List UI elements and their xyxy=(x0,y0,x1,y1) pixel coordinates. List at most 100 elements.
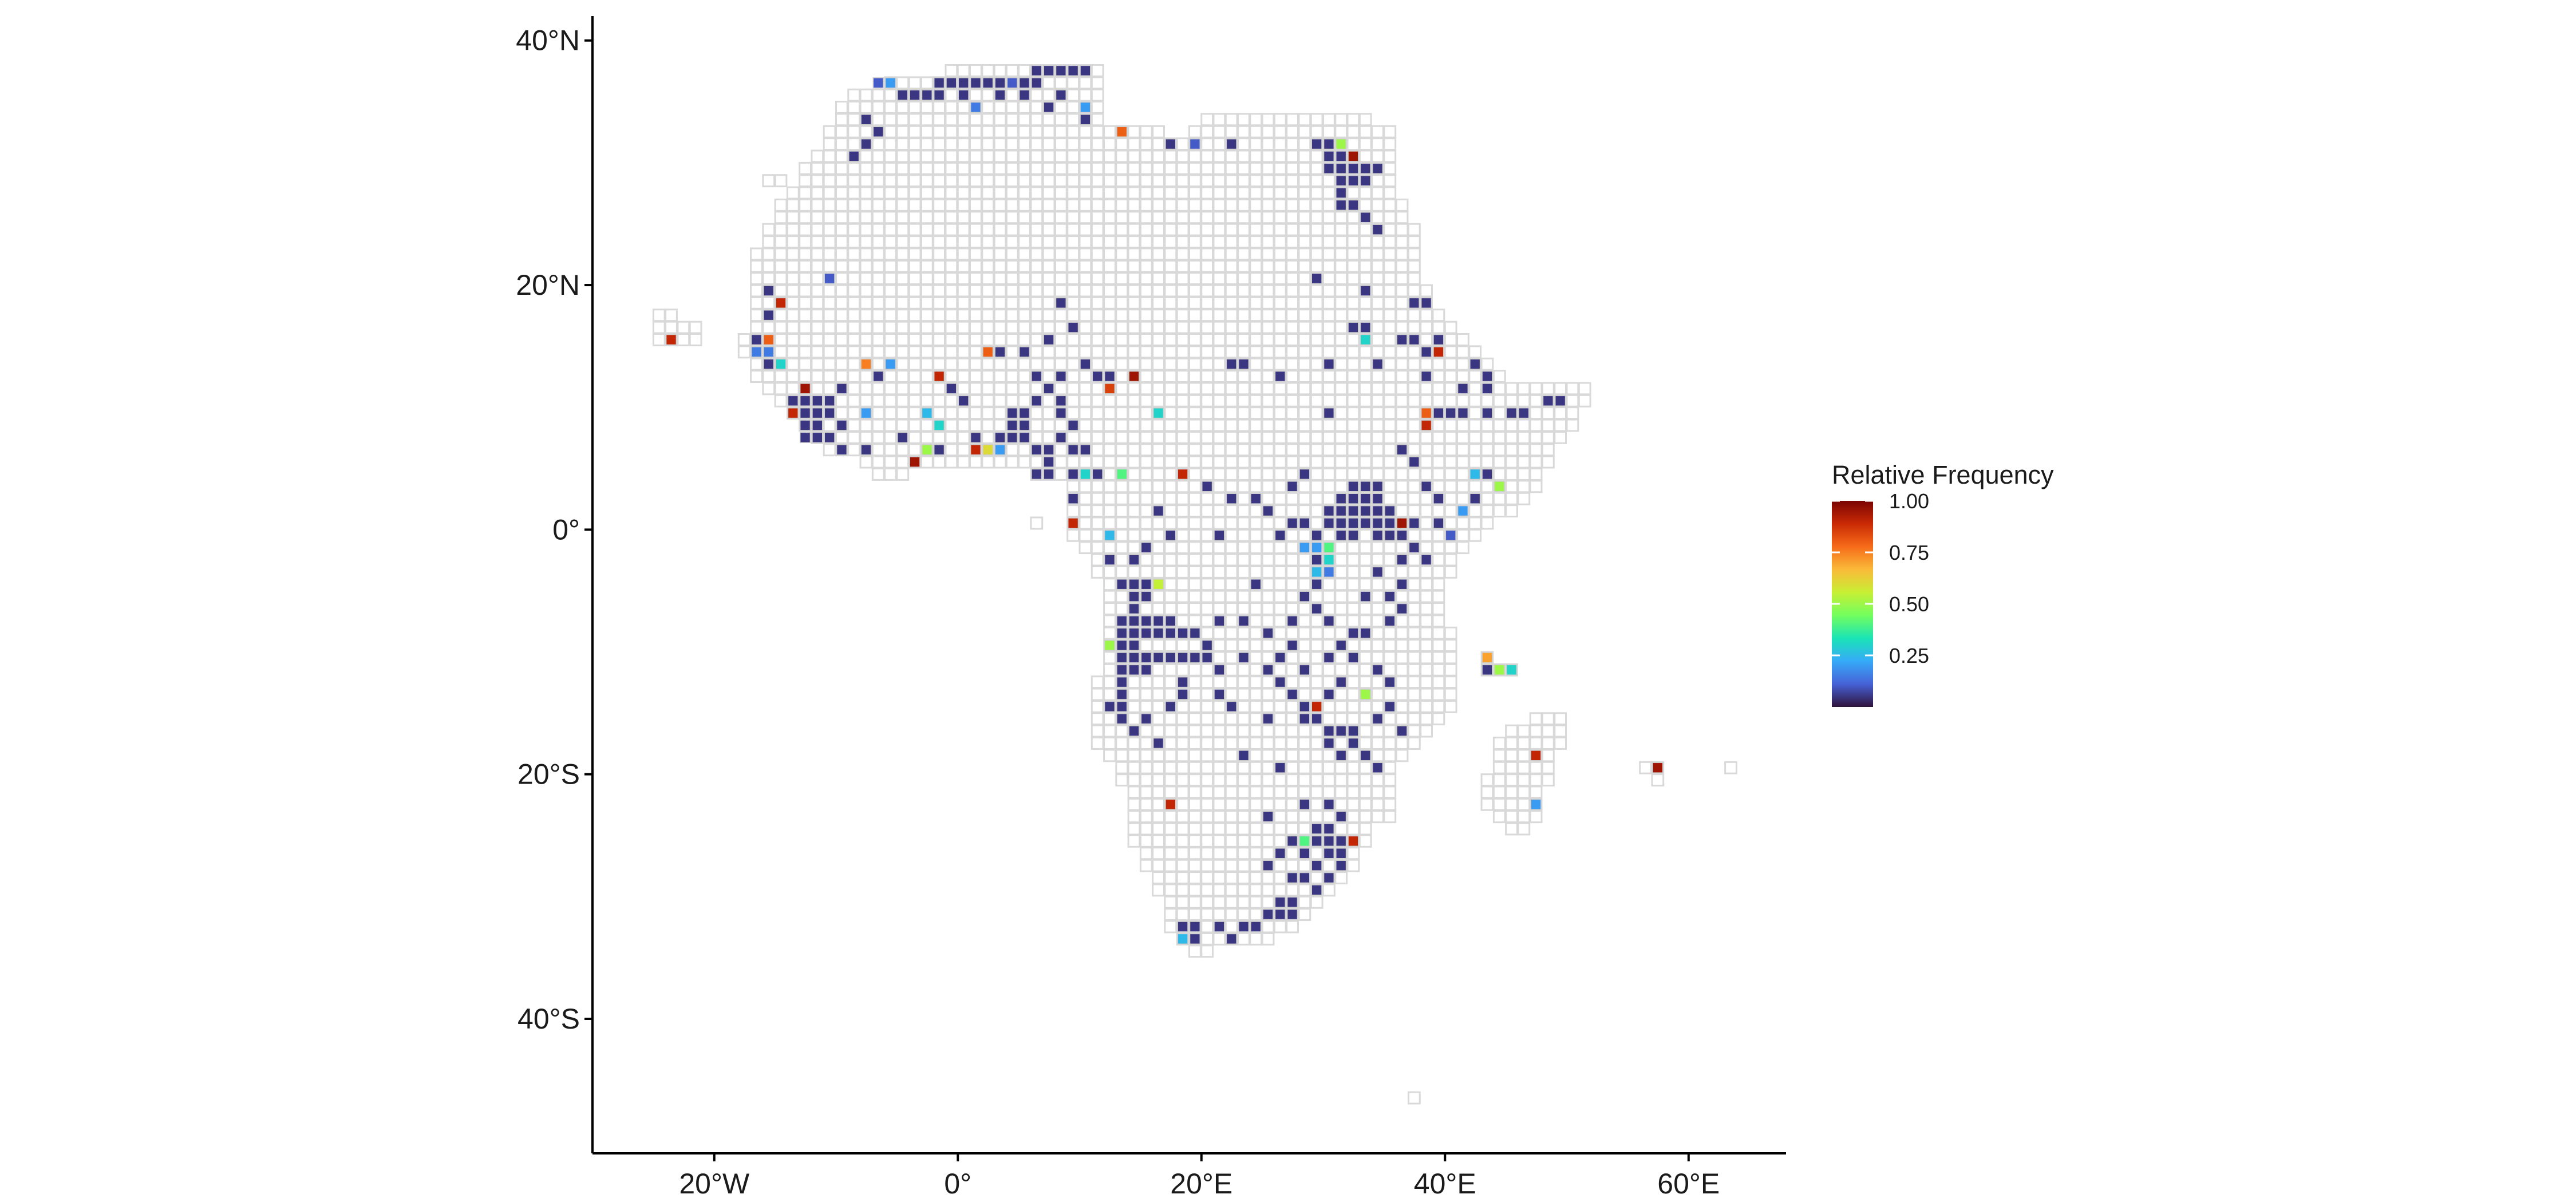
land-cell xyxy=(1383,186,1397,200)
land-cell xyxy=(1237,174,1250,188)
land-cell xyxy=(1261,871,1275,884)
land-cell xyxy=(847,418,861,432)
land-cell xyxy=(981,284,995,298)
land-cell xyxy=(1005,235,1019,248)
land-cell xyxy=(1176,357,1190,371)
land-cell xyxy=(1407,590,1421,603)
land-cell xyxy=(762,235,776,248)
land-cell xyxy=(969,296,982,310)
land-cell xyxy=(945,272,958,286)
land-cell xyxy=(1115,235,1129,248)
land-cell xyxy=(1066,406,1080,420)
land-cell xyxy=(1176,516,1190,530)
occurrence-cell xyxy=(1189,627,1201,639)
land-cell xyxy=(1005,125,1019,139)
land-cell xyxy=(1091,161,1104,175)
land-cell xyxy=(1395,394,1409,408)
land-cell xyxy=(1115,430,1129,444)
land-cell xyxy=(1078,394,1092,408)
occurrence-cell xyxy=(1189,652,1201,663)
occurrence-cell xyxy=(1311,138,1322,150)
land-cell xyxy=(1383,565,1397,579)
land-cell xyxy=(1066,125,1080,139)
land-cell xyxy=(1224,247,1238,261)
land-cell xyxy=(1091,553,1104,567)
land-cell xyxy=(1005,296,1019,310)
occurrence-cell xyxy=(1311,529,1322,541)
land-cell xyxy=(871,357,885,371)
occurrence-cell xyxy=(1128,370,1140,382)
land-cell xyxy=(1371,443,1384,457)
land-cell xyxy=(957,125,970,139)
land-cell xyxy=(1164,480,1178,493)
land-cell xyxy=(1273,333,1287,346)
land-cell xyxy=(1358,125,1372,139)
land-cell xyxy=(1334,565,1348,579)
land-cell xyxy=(1273,724,1287,738)
land-cell xyxy=(1286,859,1299,872)
land-cell xyxy=(908,430,922,444)
land-cell xyxy=(1212,553,1226,567)
land-cell xyxy=(1103,309,1116,322)
land-cell xyxy=(1237,137,1250,151)
land-cell xyxy=(1030,418,1044,432)
land-cell xyxy=(1200,455,1214,469)
land-cell xyxy=(1188,944,1202,958)
land-cell xyxy=(1200,920,1214,934)
land-cell xyxy=(1164,761,1178,774)
land-cell xyxy=(1224,455,1238,469)
land-cell xyxy=(1346,296,1360,310)
occurrence-cell xyxy=(1323,652,1335,663)
land-cell xyxy=(1188,174,1202,188)
land-cell xyxy=(1261,834,1275,848)
land-cell xyxy=(1261,418,1275,432)
land-cell xyxy=(1212,908,1226,922)
land-cell xyxy=(1371,174,1384,188)
land-cell xyxy=(786,333,800,346)
land-cell xyxy=(1212,137,1226,151)
land-cell xyxy=(1420,455,1433,469)
occurrence-cell xyxy=(1372,762,1384,773)
land-cell xyxy=(1164,161,1178,175)
land-cell xyxy=(1115,284,1129,298)
land-cell xyxy=(1115,186,1129,200)
land-cell xyxy=(1261,443,1275,457)
land-cell xyxy=(1030,333,1044,346)
land-cell xyxy=(1152,553,1165,567)
land-cell xyxy=(933,235,946,248)
land-cell xyxy=(1273,578,1287,591)
land-cell xyxy=(1298,149,1311,163)
land-cell xyxy=(1310,749,1323,762)
land-cell xyxy=(1371,626,1384,640)
land-cell xyxy=(969,125,982,139)
occurrence-cell xyxy=(1336,199,1347,211)
land-cell xyxy=(1212,602,1226,615)
land-cell xyxy=(1237,113,1250,126)
land-cell xyxy=(1371,810,1384,824)
land-cell xyxy=(1237,932,1250,946)
occurrence-cell xyxy=(812,420,823,431)
occurrence-cell xyxy=(872,77,884,89)
land-cell xyxy=(1273,149,1287,163)
land-cell xyxy=(1249,296,1263,310)
land-cell xyxy=(1273,834,1287,848)
land-cell xyxy=(896,345,910,359)
land-cell xyxy=(1188,871,1202,884)
land-cell xyxy=(1383,492,1397,505)
land-cell xyxy=(847,272,861,286)
land-cell xyxy=(1152,761,1165,774)
land-cell xyxy=(1176,223,1190,236)
land-cell xyxy=(1407,235,1421,248)
land-cell xyxy=(1091,125,1104,139)
occurrence-cell xyxy=(1408,297,1420,309)
occurrence-cell xyxy=(1348,627,1359,639)
land-cell xyxy=(1383,737,1397,750)
land-cell xyxy=(1200,773,1214,787)
land-cell xyxy=(1152,687,1165,701)
land-cell xyxy=(1115,504,1129,517)
land-cell xyxy=(1103,357,1116,371)
land-cell xyxy=(1371,687,1384,701)
land-cell xyxy=(859,101,873,114)
land-cell xyxy=(1188,161,1202,175)
land-cell xyxy=(1164,174,1178,188)
